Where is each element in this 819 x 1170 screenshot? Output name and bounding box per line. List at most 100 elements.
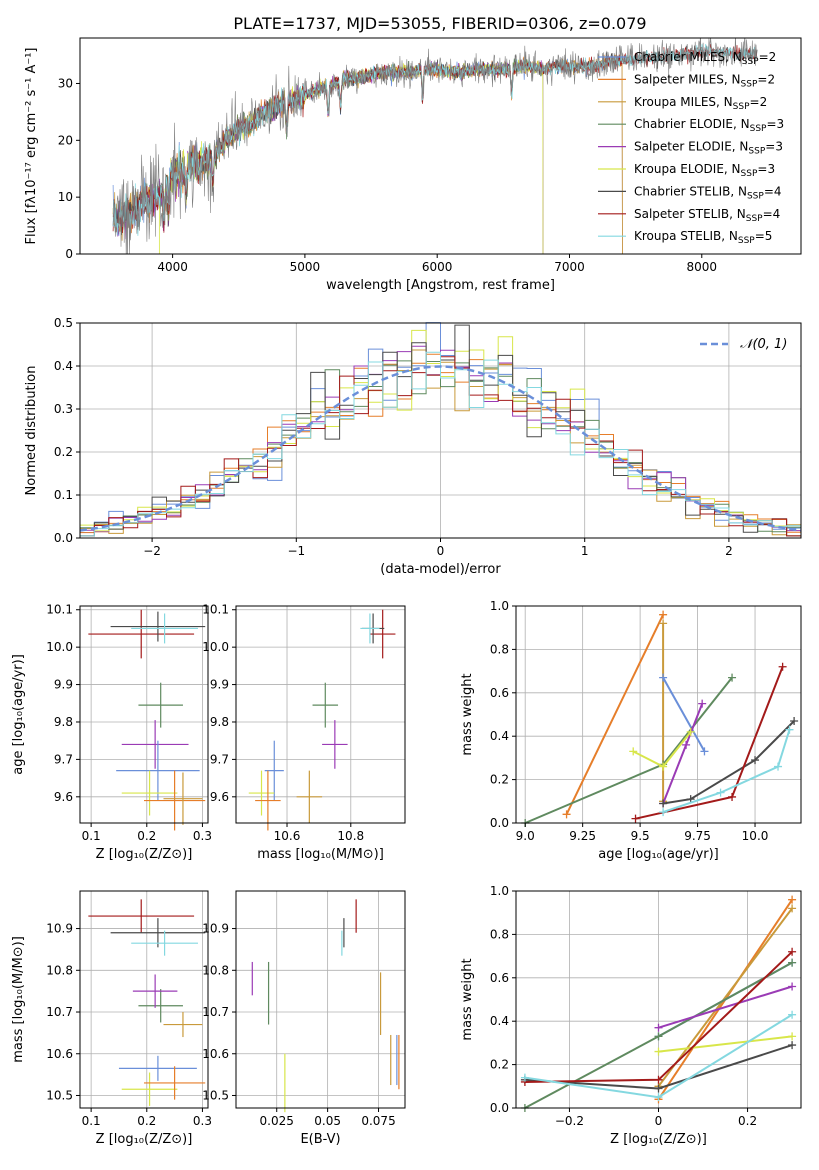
y-tick-label: 0.1 xyxy=(54,488,73,502)
series-marker xyxy=(654,1047,663,1056)
axes-frame xyxy=(79,890,209,1109)
axes-frame xyxy=(79,37,802,255)
series-line xyxy=(565,614,665,815)
legend-subscript: SSP xyxy=(742,57,759,67)
x-axis-label: mass [log₁₀(M/M⊙)] xyxy=(257,847,384,862)
y-axis-label: Flux [fλ10⁻¹⁷ erg cm⁻² s⁻¹ A⁻¹] xyxy=(24,48,39,245)
series-marker xyxy=(788,982,797,991)
panel-mass-weight-vs-age: 9.0 9.25 9.5 9.75 10.0 0.0 0.2 0.4 0.6 0.8 1.0 age … xyxy=(460,599,802,862)
series-marker xyxy=(774,762,783,771)
x-axis-label: age [log₁₀(age/yr)] xyxy=(598,847,719,862)
axes: 9.0 9.25 9.5 9.75 10.0 0.0 0.2 0.4 0.6 0.8 1.0 age … xyxy=(460,599,802,862)
legend-entry: Chabrier STELIB, NSSP=4 xyxy=(634,184,782,201)
x-tick-label: 5000 xyxy=(290,260,321,274)
y-tick-label: 9.8 xyxy=(54,715,73,729)
y-tick-label: 10.1 xyxy=(202,603,229,617)
y-tick-label: 10.0 xyxy=(202,640,229,654)
panel-spectrum: 4000 5000 6000 7000 8000 0 10 20 30 wavelength [A… xyxy=(24,37,802,293)
y-tick-label: 0.2 xyxy=(490,773,509,787)
series-marker xyxy=(751,756,760,765)
y-tick-label: 9.9 xyxy=(54,678,73,692)
legend-tail: =2 xyxy=(757,72,775,86)
y-tick-label: 0.3 xyxy=(54,402,73,416)
x-tick-label: 4000 xyxy=(157,260,188,274)
x-tick-label: 9.5 xyxy=(631,829,650,843)
series-marker xyxy=(788,895,797,904)
figure-title: PLATE=1737, MJD=53055, FIBERID=0306, z=0… xyxy=(233,14,646,33)
y-tick-label: 10.6 xyxy=(202,1047,229,1061)
x-tick-label: 6000 xyxy=(422,260,453,274)
y-tick-label: 1.0 xyxy=(490,599,509,613)
series-line xyxy=(662,677,706,752)
grid xyxy=(80,606,208,823)
x-tick-label: 10.8 xyxy=(337,829,364,843)
x-tick-label: 10.6 xyxy=(274,829,301,843)
series-marker xyxy=(686,727,695,736)
axes: 0.1 0.2 0.3 10.5 10.6 10.7 10.8 10.9 Z [log₁₀(Z/… xyxy=(11,890,212,1147)
x-tick-label: 0 xyxy=(437,544,445,558)
grid xyxy=(80,891,208,1108)
legend-subscript: SSP xyxy=(741,79,758,89)
series-lines xyxy=(520,895,797,1112)
y-tick-label: 10.9 xyxy=(46,922,73,936)
y-axis-label: mass weight xyxy=(460,958,475,1040)
y-tick-label: 30 xyxy=(58,76,73,90)
grid xyxy=(516,605,801,824)
legend-subscript: SSP xyxy=(746,214,763,224)
x-tick-label: 8000 xyxy=(687,260,718,274)
x-tick-label: 0.3 xyxy=(193,1114,212,1128)
x-tick-label: −2 xyxy=(143,544,161,558)
series-marker xyxy=(728,792,737,801)
axes: 0.1 0.2 0.3 9.6 9.7 9.8 9.9 10.0 10.1 Z [log₁₀(Z/… xyxy=(11,603,212,862)
legend-entry: Kroupa ELODIE, NSSP=3 xyxy=(634,162,775,179)
x-tick-label: 10.0 xyxy=(742,829,769,843)
series-marker xyxy=(716,788,725,797)
y-tick-label: 9.8 xyxy=(210,715,229,729)
y-tick-label: 0.8 xyxy=(490,927,509,941)
legend-subscript: SSP xyxy=(748,147,765,157)
series-marker xyxy=(654,1093,663,1102)
series-marker xyxy=(785,725,794,734)
x-tick-label: 9.0 xyxy=(516,829,535,843)
y-tick-label: 10.9 xyxy=(202,922,229,936)
series-marker xyxy=(778,662,787,671)
legend-entry: Salpeter MILES, NSSP=2 xyxy=(634,72,775,89)
x-tick-label: 0.2 xyxy=(137,829,156,843)
x-tick-label: 7000 xyxy=(554,260,585,274)
errorbars xyxy=(248,609,396,831)
y-tick-label: 20 xyxy=(58,133,73,147)
y-tick-label: 0.6 xyxy=(490,971,509,985)
y-tick-label: 10.7 xyxy=(202,1005,229,1019)
series-marker xyxy=(629,747,638,756)
panel-mass-weight-vs-metallicity: −0.2 0 0.2 0.0 0.2 0.4 0.6 0.8 1.0 Z [log₁₀(Z/Z⊙)… xyxy=(460,884,802,1147)
x-tick-label: 0.2 xyxy=(137,1114,156,1128)
y-tick-label: 0.0 xyxy=(54,531,73,545)
y-tick-label: 0.6 xyxy=(490,686,509,700)
panel-age-vs-metallicity: 0.1 0.2 0.3 9.6 9.7 9.8 9.9 10.0 10.1 Z [log₁₀(Z/… xyxy=(11,603,212,862)
y-tick-label: 0.4 xyxy=(490,1014,509,1028)
x-tick-label: 0.05 xyxy=(314,1114,341,1128)
y-tick-label: 0.8 xyxy=(490,642,509,656)
axes: 10.6 10.8 9.6 9.7 9.8 9.9 10.0 10.1 mass [log₁₀(… xyxy=(202,603,406,862)
errorbars xyxy=(88,899,206,1106)
legend-subscript: SSP xyxy=(738,236,755,246)
y-tick-label: 10.1 xyxy=(46,603,73,617)
spectrum-axes: 4000 5000 6000 7000 8000 0 10 20 30 wavelength [A… xyxy=(24,37,802,293)
series-line xyxy=(658,985,793,1029)
x-axis-label: Z [log₁₀(Z/Z⊙)] xyxy=(96,847,193,862)
axes-frame xyxy=(235,605,406,824)
spectrum-models xyxy=(112,38,758,254)
x-tick-label: 0.3 xyxy=(193,829,212,843)
series-line xyxy=(657,907,793,1087)
series-line xyxy=(524,676,733,824)
y-tick-label: 10.8 xyxy=(46,963,73,977)
grid xyxy=(516,890,801,1109)
series-line xyxy=(658,1035,793,1053)
y-axis-label: age [log₁₀(age/yr)] xyxy=(11,654,26,775)
y-axis-label: Normed distribution xyxy=(24,366,39,496)
legend-entry: Salpeter STELIB, NSSP=4 xyxy=(634,207,780,224)
y-tick-label: 10.5 xyxy=(202,1088,229,1102)
series-marker xyxy=(654,1032,663,1041)
y-tick-label: 9.6 xyxy=(54,790,73,804)
